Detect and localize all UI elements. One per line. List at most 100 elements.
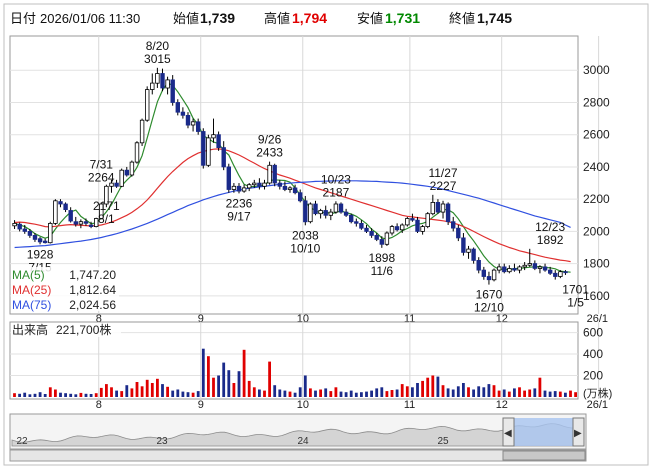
candle-body-down bbox=[170, 79, 175, 103]
candle-body-up bbox=[134, 142, 140, 163]
volume-bar bbox=[487, 384, 491, 397]
candle-body-down bbox=[226, 166, 231, 190]
price-x-tick: 11 bbox=[404, 313, 415, 325]
annotation-price: 1701 bbox=[562, 283, 589, 297]
candle-body-up bbox=[190, 121, 196, 126]
navigator-label: 22 bbox=[16, 436, 28, 447]
moving-averages bbox=[14, 82, 571, 273]
candle bbox=[323, 205, 328, 219]
candle-body-up bbox=[318, 210, 323, 215]
ma-legend-name: MA(25) bbox=[12, 283, 51, 297]
candle-body-up bbox=[119, 169, 124, 187]
volume-bar bbox=[94, 393, 98, 397]
navigator-scroll-thumb[interactable] bbox=[502, 450, 586, 461]
volume-bar bbox=[533, 388, 537, 397]
volume-bar bbox=[196, 391, 200, 397]
candle bbox=[553, 270, 558, 280]
candle bbox=[175, 99, 180, 116]
volume-bar bbox=[18, 393, 21, 397]
candle bbox=[155, 67, 160, 88]
candle-body-up bbox=[517, 266, 522, 271]
candle bbox=[231, 183, 237, 193]
navigator-label: 23 bbox=[156, 436, 168, 447]
candle-body-down bbox=[37, 238, 43, 243]
volume-bar bbox=[222, 362, 226, 397]
candle-body-up bbox=[150, 82, 155, 90]
volume-bar bbox=[528, 389, 532, 397]
volume-bar bbox=[74, 394, 78, 397]
candle-body-up bbox=[389, 226, 395, 234]
candle bbox=[415, 216, 420, 234]
volume-bar bbox=[446, 388, 450, 397]
volume-y-axis: 200 400 600 bbox=[583, 326, 603, 383]
annotation-date: 8/1 bbox=[98, 212, 115, 226]
volume-bar bbox=[217, 375, 220, 397]
candle bbox=[394, 223, 400, 232]
volume-bar bbox=[472, 389, 475, 397]
navigator-left-handle[interactable]: ◀ bbox=[502, 417, 515, 447]
candle-body-down bbox=[257, 182, 262, 187]
candle bbox=[124, 166, 129, 177]
candle-body-down bbox=[68, 210, 73, 222]
volume-bar bbox=[426, 377, 430, 397]
candle-body-up bbox=[246, 184, 252, 189]
annotation-price: 1670 bbox=[476, 288, 503, 302]
candle bbox=[272, 163, 277, 187]
candle bbox=[160, 68, 165, 92]
candle bbox=[466, 245, 471, 259]
candle-body-down bbox=[343, 211, 349, 216]
candle-body-down bbox=[476, 259, 481, 271]
annotation-date: 8/20 bbox=[146, 39, 170, 53]
candle-body-down bbox=[486, 276, 492, 281]
candle bbox=[53, 199, 58, 225]
chevron-right-icon: ▶ bbox=[574, 428, 582, 439]
candle bbox=[48, 221, 53, 244]
candle bbox=[527, 248, 532, 267]
candle-body-down bbox=[461, 237, 466, 253]
candle bbox=[532, 260, 538, 271]
candle bbox=[507, 265, 512, 274]
ma-line-ma5 bbox=[14, 82, 571, 273]
candle bbox=[420, 224, 425, 235]
volume-bar bbox=[390, 390, 394, 397]
volume-bar bbox=[405, 386, 409, 397]
navigator-right-handle[interactable]: ▶ bbox=[572, 417, 585, 447]
volume-bar bbox=[283, 390, 287, 397]
candle bbox=[502, 263, 507, 274]
candle bbox=[303, 195, 308, 226]
candle bbox=[78, 219, 84, 229]
candle bbox=[389, 224, 395, 236]
candle-body-up bbox=[53, 200, 58, 224]
volume-bar bbox=[523, 390, 526, 397]
candle bbox=[364, 224, 369, 234]
volume-x-tick: 26/1 bbox=[587, 399, 608, 411]
candle-body-up bbox=[399, 224, 405, 231]
ma-legend-value: 1,747.20 bbox=[69, 268, 116, 282]
candle bbox=[257, 178, 262, 190]
volume-bar bbox=[263, 390, 266, 397]
candle bbox=[425, 212, 430, 229]
candle bbox=[384, 231, 390, 246]
low-value: 1,731 bbox=[385, 10, 420, 26]
price-y-tick: 2400 bbox=[583, 160, 610, 174]
volume-bar bbox=[125, 385, 129, 397]
candle-body-down bbox=[415, 219, 420, 232]
ma-legend-name: MA(75) bbox=[12, 298, 51, 312]
candle bbox=[410, 213, 415, 222]
navigator-selection[interactable] bbox=[513, 418, 575, 446]
candle-body-down bbox=[17, 223, 22, 230]
volume-bar bbox=[186, 392, 190, 397]
volume-bar bbox=[477, 386, 481, 397]
navigator-scrollbar[interactable] bbox=[9, 449, 587, 462]
candle bbox=[405, 216, 410, 227]
candle-body-up bbox=[328, 211, 333, 216]
volume-legend-bg bbox=[11, 323, 121, 337]
candle-body-down bbox=[338, 203, 344, 213]
volume-bar bbox=[451, 389, 455, 397]
volume-bar bbox=[497, 390, 501, 397]
volume-bar bbox=[110, 387, 113, 397]
candle-body-down bbox=[27, 230, 33, 236]
candle bbox=[343, 208, 349, 217]
annotation-price: 1892 bbox=[537, 233, 564, 247]
